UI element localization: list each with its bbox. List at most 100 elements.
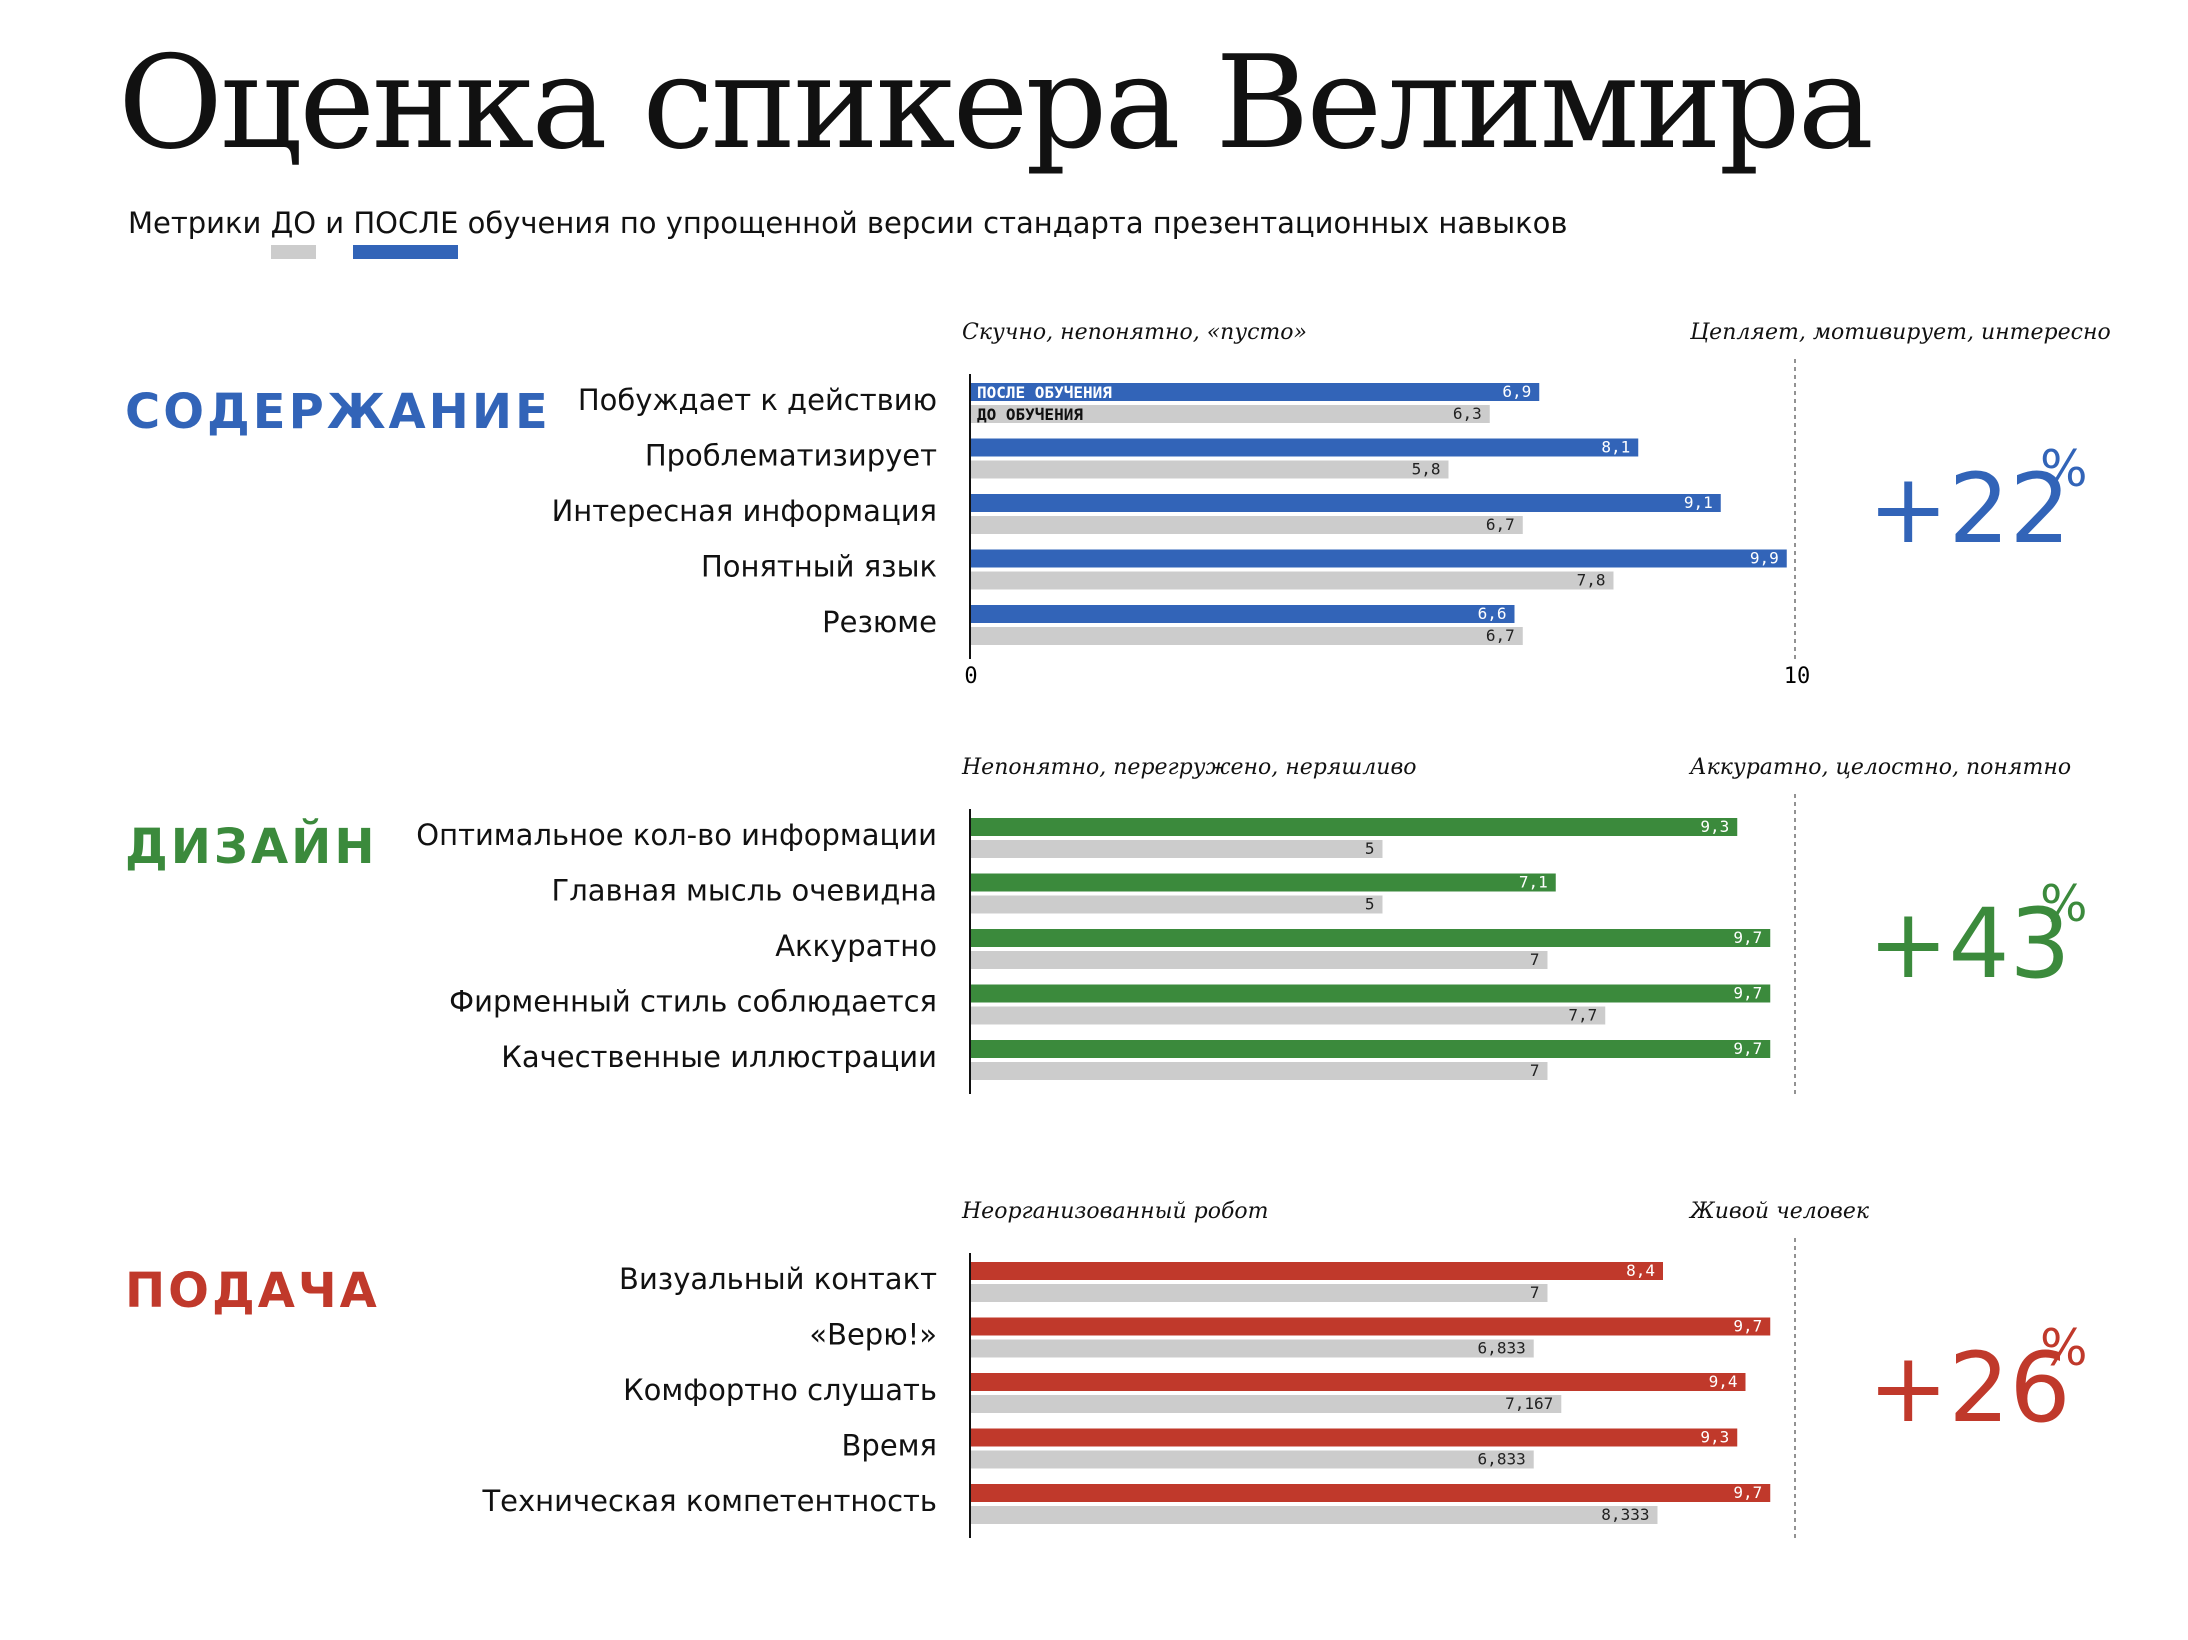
value-label-after: 9,1 — [1684, 493, 1713, 512]
value-label-after: 9,7 — [1733, 984, 1762, 1003]
category-label: Время — [842, 1429, 937, 1463]
value-label-before: 5 — [1365, 839, 1375, 858]
bar-after — [971, 818, 1738, 836]
value-label-after: 7,1 — [1519, 873, 1548, 892]
bar-after — [971, 1484, 1771, 1502]
subtitle-text-1: Метрики — [128, 206, 271, 240]
value-label-before: 6,833 — [1478, 1450, 1526, 1469]
bar-after — [971, 383, 1540, 401]
category-label: Техническая компетентность — [481, 1484, 937, 1518]
x-tick-label: 10 — [1784, 664, 1811, 689]
value-label-after: 9,4 — [1709, 1372, 1738, 1391]
value-label-before: 7 — [1530, 1283, 1540, 1302]
scale-left-label-2: Неорганизованный робот — [961, 1199, 1269, 1224]
bar-after — [971, 1040, 1771, 1058]
value-label-before: 5 — [1365, 895, 1375, 914]
section-title-2: ПОДАЧА — [125, 1263, 380, 1319]
improvement-percent-sign-1: % — [2040, 875, 2088, 933]
value-label-before: 6,7 — [1486, 515, 1515, 534]
improvement-value-2: +26 — [1868, 1332, 2071, 1444]
category-label: Понятный язык — [701, 550, 937, 584]
improvement-percent-sign-2: % — [2040, 1319, 2088, 1377]
category-label: Визуальный контакт — [619, 1262, 937, 1296]
value-label-before: 5,8 — [1412, 460, 1441, 479]
bar-after — [971, 1262, 1663, 1280]
value-label-before: 6,7 — [1486, 626, 1515, 645]
bar-before — [971, 460, 1449, 479]
bar-after — [971, 1428, 1738, 1447]
value-label-before: 7,167 — [1505, 1394, 1553, 1413]
value-label-after: 9,7 — [1733, 928, 1762, 947]
value-label-after: 9,7 — [1733, 1317, 1762, 1336]
value-label-after: 8,1 — [1601, 438, 1630, 457]
category-label: Интересная информация — [552, 494, 937, 528]
scale-left-label-1: Непонятно, перегружено, неряшливо — [961, 755, 1417, 780]
page-subtitle: Метрики ДО и ПОСЛЕ обучения по упрощенно… — [128, 203, 1568, 259]
section-title-0: СОДЕРЖАНИЕ — [125, 384, 551, 440]
section-title-1: ДИЗАЙН — [125, 818, 378, 875]
value-label-after: 8,4 — [1626, 1261, 1655, 1280]
bar-before — [971, 1284, 1548, 1302]
subtitle-before-word: ДО — [270, 203, 317, 259]
value-label-before: 7,7 — [1568, 1006, 1597, 1025]
x-tick-label: 0 — [964, 664, 977, 689]
subtitle-text-2: и — [316, 206, 354, 240]
value-label-after: 9,9 — [1750, 549, 1779, 568]
bar-before — [971, 571, 1614, 590]
value-label-before: 6,3 — [1453, 404, 1482, 423]
bar-after — [971, 605, 1515, 623]
bar-before — [971, 951, 1548, 969]
value-label-after: 9,7 — [1733, 1039, 1762, 1058]
scale-right-label-1: Аккуратно, целостно, понятно — [1688, 755, 2071, 780]
value-label-before: 7 — [1530, 950, 1540, 969]
improvement-value-0: +22 — [1868, 453, 2071, 565]
bar-after — [971, 929, 1771, 947]
bar-before — [971, 405, 1490, 423]
value-label-after: 6,6 — [1478, 604, 1507, 623]
category-label: Оптимальное кол-во информации — [416, 818, 937, 852]
category-label: Фирменный стиль соблюдается — [449, 985, 937, 1019]
value-label-before: 6,833 — [1478, 1339, 1526, 1358]
category-label: «Верю!» — [809, 1318, 937, 1352]
bar-before — [971, 1062, 1548, 1080]
bar-before — [971, 1395, 1562, 1413]
category-label: Комфортно слушать — [623, 1373, 937, 1407]
bar-after — [971, 1317, 1771, 1336]
bar-before — [971, 895, 1383, 914]
subtitle-after-word: ПОСЛЕ — [353, 203, 459, 259]
category-label: Резюме — [822, 605, 937, 639]
value-label-before: 7,8 — [1577, 571, 1606, 590]
category-label: Качественные иллюстрации — [501, 1040, 937, 1074]
value-label-before: 8,333 — [1601, 1505, 1649, 1524]
value-label-after: 9,7 — [1733, 1483, 1762, 1502]
scale-left-label-0: Скучно, непонятно, «пусто» — [962, 320, 1307, 345]
value-label-after: 9,3 — [1700, 817, 1729, 836]
scale-right-label-0: Цепляет, мотивирует, интересно — [1689, 320, 2111, 345]
bar-before — [971, 627, 1523, 645]
bar-before — [971, 1450, 1534, 1469]
value-label-before: 7 — [1530, 1061, 1540, 1080]
category-label: Аккуратно — [775, 929, 937, 963]
bar-after — [971, 1373, 1746, 1391]
page-title: Оценка спикера Велимира — [118, 29, 1874, 178]
bar-after — [971, 494, 1721, 512]
improvement-percent-sign-0: % — [2040, 440, 2088, 498]
legend-before-label: ДО ОБУЧЕНИЯ — [977, 405, 1083, 424]
category-label: Побуждает к действию — [578, 383, 937, 417]
legend-after-label: ПОСЛЕ ОБУЧЕНИЯ — [977, 383, 1112, 402]
bar-before — [971, 840, 1383, 858]
value-label-after: 9,3 — [1700, 1428, 1729, 1447]
bar-before — [971, 1006, 1606, 1025]
category-label: Проблематизирует — [645, 439, 937, 473]
bar-after — [971, 984, 1771, 1003]
scale-right-label-2: Живой человек — [1688, 1199, 1870, 1224]
bar-after — [971, 873, 1556, 892]
improvement-value-1: +43 — [1868, 888, 2071, 1000]
bar-before — [971, 1339, 1534, 1358]
category-label: Главная мысль очевидна — [552, 874, 937, 908]
bar-before — [971, 516, 1523, 534]
bar-after — [971, 549, 1787, 568]
bar-before — [971, 1506, 1658, 1524]
bar-after — [971, 438, 1639, 457]
